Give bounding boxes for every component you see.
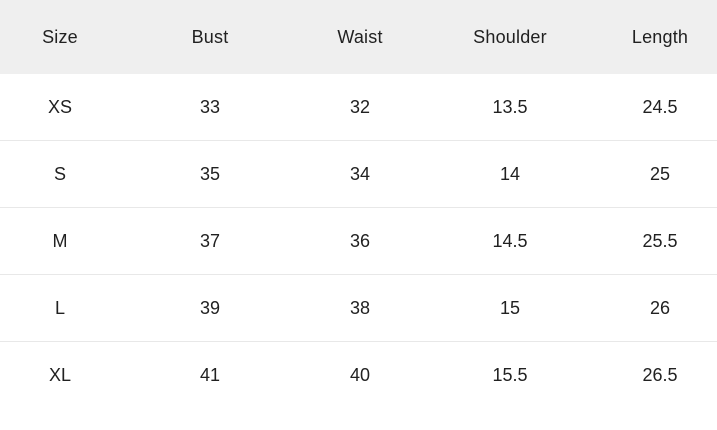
header-row: Size Bust Waist Shoulder Length [0, 0, 717, 74]
measurement-cell: 15.5 [435, 341, 585, 408]
table-body: XS 33 32 13.5 24.5 S 35 34 14 25 M 37 36 14.5 25.5 L 39 3… [0, 74, 717, 408]
column-header-length: Length [585, 0, 717, 74]
column-header-waist: Waist [285, 0, 435, 74]
measurement-cell: 26.5 [585, 341, 717, 408]
measurement-cell: 14.5 [435, 207, 585, 275]
measurement-cell: 25 [585, 140, 717, 208]
table-row-m: M 37 36 14.5 25.5 [0, 207, 717, 275]
size-label-cell: S [0, 140, 135, 208]
measurement-cell: 35 [135, 140, 285, 208]
table-row-xs: XS 33 32 13.5 24.5 [0, 74, 717, 141]
measurement-cell: 24.5 [642, 96, 678, 117]
measurement-cell: 36 [285, 207, 435, 275]
size-label-cell: XS [47, 96, 72, 117]
column-header-bust: Bust [135, 0, 285, 74]
measurement-cell: 33 [199, 96, 221, 117]
size-chart-table: Size Bust Waist Shoulder Length XS 33 32 13.5 24… [0, 0, 717, 408]
size-label-cell: XL [0, 341, 135, 408]
size-label-cell: M [0, 207, 135, 275]
measurement-cell: 13.5 [492, 96, 528, 117]
measurement-cell: 32 [349, 96, 371, 117]
measurement-cell: 15 [435, 274, 585, 342]
measurement-cell: 39 [135, 274, 285, 342]
measurement-cell: 14 [435, 140, 585, 208]
measurement-cell: 37 [135, 207, 285, 275]
table-row-l: L 39 38 15 26 [0, 274, 717, 342]
column-header-shoulder: Shoulder [435, 0, 585, 74]
measurement-cell: 34 [285, 140, 435, 208]
table-row-s: S 35 34 14 25 [0, 140, 717, 208]
table-header: Size Bust Waist Shoulder Length [0, 0, 717, 74]
table-row-xl: XL 41 40 15.5 26.5 [0, 341, 717, 408]
measurement-cell: 40 [285, 341, 435, 408]
measurement-cell: 38 [285, 274, 435, 342]
column-header-size: Size [0, 0, 135, 74]
measurement-cell: 25.5 [585, 207, 717, 275]
measurement-cell: 26 [585, 274, 717, 342]
measurement-cell: 41 [135, 341, 285, 408]
size-label-cell: L [0, 274, 135, 342]
